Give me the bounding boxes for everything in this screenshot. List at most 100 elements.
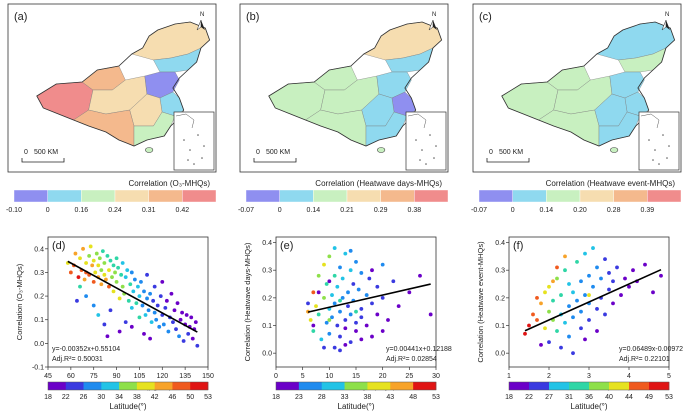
- legend-swatch-1: [47, 189, 82, 203]
- data-point: [190, 336, 195, 341]
- y-tick-label: 0.3: [34, 270, 44, 277]
- legend-swatch-0: [13, 189, 48, 203]
- data-point: [177, 334, 181, 339]
- y-axis-label: Correlation (Heatwave event-MHQs): [476, 241, 485, 363]
- data-point: [587, 273, 591, 278]
- data-point: [104, 277, 108, 282]
- data-point: [607, 287, 611, 292]
- data-point: [129, 306, 134, 310]
- data-point: [129, 324, 134, 329]
- data-point: [603, 312, 607, 317]
- data-point: [99, 268, 104, 272]
- data-point: [81, 246, 85, 251]
- data-point: [151, 298, 156, 303]
- y-axis-label: Correlation (Heatwave days-MHQs): [243, 242, 252, 361]
- colorbar-swatch: [154, 382, 173, 390]
- legend-title: Correlation (Heatwave event-MHQs): [546, 179, 676, 188]
- data-point: [539, 342, 543, 347]
- data-point: [160, 280, 165, 284]
- data-point: [332, 345, 337, 350]
- inset-island-5: [668, 145, 670, 147]
- data-point: [551, 298, 555, 303]
- data-point: [335, 284, 340, 289]
- legend-swatch-4: [148, 189, 183, 203]
- legend-swatch-3: [114, 189, 149, 203]
- data-point: [142, 332, 146, 336]
- data-point: [193, 320, 198, 324]
- data-point: [567, 304, 571, 309]
- data-point: [651, 290, 655, 295]
- legend-swatch-3: [579, 189, 614, 203]
- data-point: [93, 270, 98, 275]
- legend-tick-label: -0.07: [471, 207, 487, 214]
- colorbar-tick-label: 18: [505, 394, 513, 401]
- data-point: [119, 272, 124, 277]
- data-point: [114, 280, 119, 284]
- data-point: [125, 268, 130, 272]
- data-point: [428, 312, 433, 317]
- data-point: [547, 309, 551, 314]
- colorbar-tick-label: 31: [565, 394, 573, 401]
- north-label: N: [200, 12, 204, 18]
- inset-coast: [175, 113, 195, 129]
- data-point: [330, 315, 334, 320]
- x-tick-label: 150: [202, 373, 214, 380]
- data-point: [111, 263, 116, 268]
- inset-island-6: [425, 163, 427, 165]
- data-point: [603, 257, 607, 262]
- inset-island-5: [435, 145, 437, 147]
- data-point: [164, 298, 169, 303]
- north-arrow-icon-half: [196, 19, 202, 31]
- data-point: [354, 309, 358, 314]
- data-point: [142, 289, 146, 294]
- colorbar-swatch: [509, 382, 530, 390]
- data-point: [599, 276, 603, 281]
- colorbar-swatch: [65, 382, 84, 390]
- data-point: [91, 303, 96, 308]
- colorbar-swatch: [136, 382, 155, 390]
- data-point: [322, 345, 326, 350]
- colorbar-tick-label: 48: [409, 394, 417, 401]
- data-point: [587, 318, 591, 322]
- legend-tick-label: -0.07: [238, 207, 254, 214]
- legend-tick-label: 0.20: [573, 207, 587, 214]
- colorbar-tick-label: 53: [432, 394, 440, 401]
- data-point: [120, 261, 125, 265]
- y-axis-label: Correlation (O₃-MHQs): [15, 263, 24, 340]
- inset-island-0: [183, 139, 185, 141]
- data-point: [332, 246, 337, 250]
- data-point: [343, 318, 348, 322]
- data-point: [90, 263, 95, 268]
- colorbar-tick-label: 53: [665, 394, 673, 401]
- data-point: [149, 320, 154, 324]
- colorbar-swatch: [321, 382, 345, 390]
- x-tick-label: 30: [432, 373, 440, 380]
- inset-island-1: [654, 149, 656, 151]
- colorbar-swatch: [367, 382, 391, 390]
- colorbar-tick-label: 44: [625, 394, 633, 401]
- legend-tick-label: 0.24: [108, 207, 122, 214]
- data-point: [117, 329, 122, 334]
- x-tick-label: 5: [667, 373, 671, 380]
- data-point: [332, 301, 337, 306]
- data-point: [338, 265, 342, 270]
- data-point: [551, 279, 555, 284]
- data-point: [348, 340, 353, 345]
- colorbar-swatch: [344, 382, 368, 390]
- colorbar-swatch: [48, 382, 67, 390]
- x-tick-label: 15: [352, 373, 360, 380]
- data-point: [314, 304, 318, 309]
- inset-island-2: [662, 134, 664, 136]
- china-outline: [501, 21, 676, 147]
- data-point: [327, 254, 332, 259]
- legend-swatch-0: [478, 189, 513, 203]
- colorbar-swatch: [529, 382, 550, 390]
- data-point: [123, 275, 128, 280]
- data-point: [579, 309, 583, 314]
- hainan-island: [145, 147, 154, 153]
- legend-tick-label: -0.10: [6, 207, 22, 214]
- x-tick-label: 135: [179, 373, 191, 380]
- data-point: [78, 256, 82, 261]
- legend-tick-label: 0: [511, 207, 515, 214]
